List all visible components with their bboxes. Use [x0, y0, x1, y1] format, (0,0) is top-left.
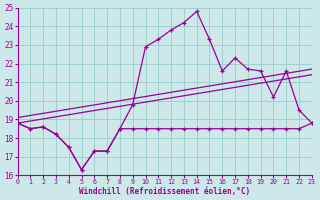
X-axis label: Windchill (Refroidissement éolien,°C): Windchill (Refroidissement éolien,°C) — [79, 187, 250, 196]
